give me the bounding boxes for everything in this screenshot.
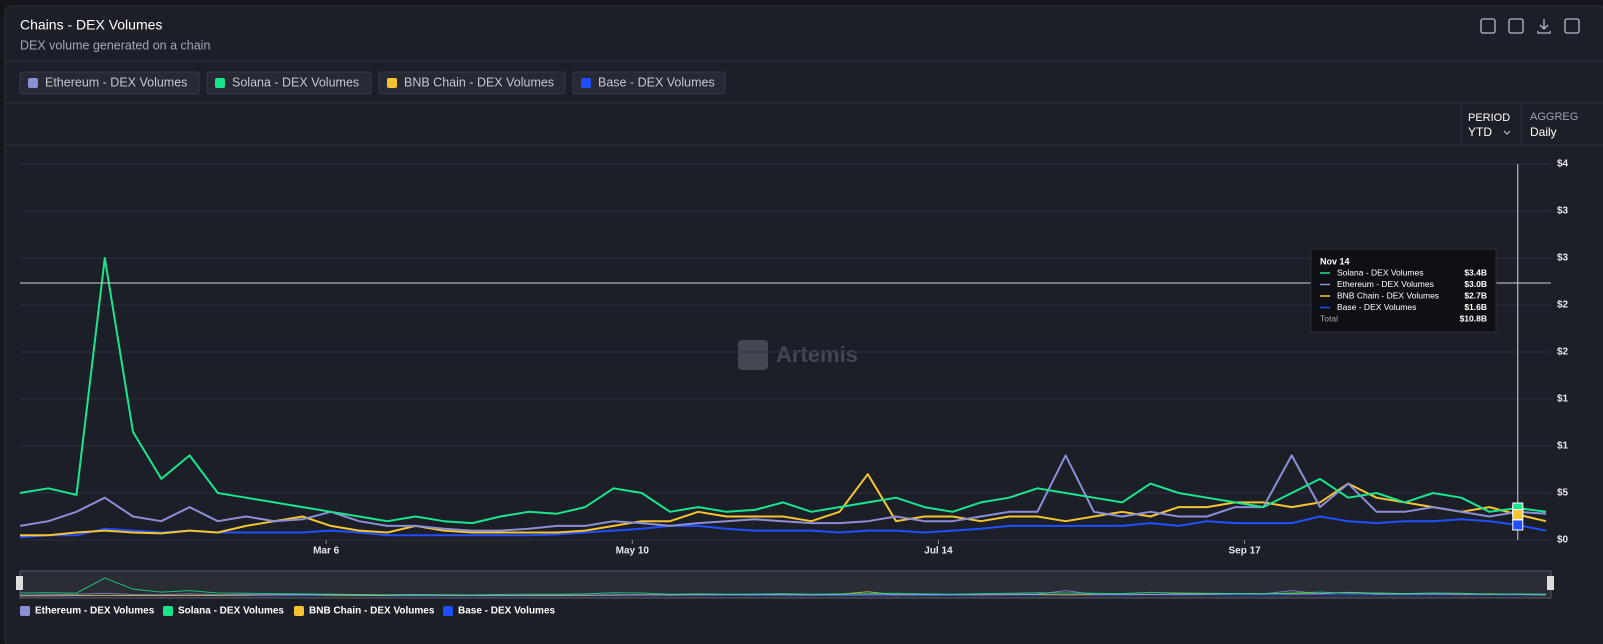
hover-marker: [1512, 519, 1524, 531]
watermark: Artemis: [738, 340, 858, 370]
aggregation-value[interactable]: Daily: [1530, 125, 1557, 139]
navigator-handle[interactable]: [1547, 576, 1554, 590]
tooltip-name: BNB Chain - DEX Volumes: [1337, 290, 1439, 300]
navigator-line: [19, 577, 1547, 596]
legend-label: BNB Chain - DEX Volumes: [309, 606, 435, 617]
toolbar-icons[interactable]: [1480, 18, 1580, 34]
chip[interactable]: [19, 71, 200, 95]
y-tick-label: $2: [1557, 300, 1569, 311]
legend-label: BNB Chain - DEX Volumes: [404, 75, 554, 89]
series-line: [19, 257, 1547, 525]
x-tick-label: May 10: [616, 546, 650, 557]
tooltip-total-name: Total: [1320, 313, 1338, 323]
y-tick-label: $3: [1557, 253, 1569, 264]
tooltip-total: $10.8B: [1460, 313, 1487, 323]
hover-marker: [1512, 509, 1524, 521]
chip[interactable]: [572, 71, 726, 95]
chip[interactable]: [378, 71, 566, 95]
series-line: [19, 515, 1547, 539]
chart-subtitle: DEX volume generated on a chain: [20, 38, 210, 52]
y-tick-label: $3: [1557, 206, 1569, 217]
legend-swatch: [28, 78, 38, 88]
x-tick-label: Jul 14: [924, 546, 953, 557]
legend-swatch: [294, 606, 304, 616]
legend-swatch: [20, 606, 30, 616]
tooltip-value: $3.4B: [1464, 267, 1487, 277]
tooltip-box: [1310, 248, 1497, 333]
tooltip-name: Ethereum - DEX Volumes: [1337, 279, 1434, 289]
tooltip-name: Base - DEX Volumes: [1337, 302, 1416, 312]
tooltip-name: Solana - DEX Volumes: [1337, 267, 1423, 277]
legend-label: Solana - DEX Volumes: [178, 606, 284, 617]
y-tick-label: $1: [1557, 394, 1569, 405]
tooltip-value: $2.7B: [1464, 290, 1487, 300]
legend-label: Base - DEX Volumes: [598, 75, 715, 89]
legend-swatch: [215, 78, 225, 88]
y-tick-label: $1: [1557, 441, 1569, 452]
series-line: [19, 454, 1547, 532]
legend-swatch: [163, 606, 173, 616]
tooltip-value: $1.6B: [1464, 302, 1487, 312]
tooltip-title: Nov 14: [1320, 256, 1350, 266]
chevron[interactable]: [1503, 130, 1511, 135]
legend-label: Base - DEX Volumes: [458, 606, 556, 617]
legend-label: Ethereum - DEX Volumes: [45, 75, 187, 89]
navigator-line: [19, 590, 1547, 596]
period-value[interactable]: YTD: [1468, 125, 1492, 139]
legend-chips: [19, 71, 726, 95]
panel: [4, 5, 1603, 644]
chart-title: Chains - DEX Volumes: [20, 17, 162, 33]
legend-swatch: [387, 78, 397, 88]
y-tick-label: $5: [1557, 488, 1569, 499]
tooltip-value: $3.0B: [1464, 279, 1487, 289]
aggregation-label: AGGREG: [1530, 111, 1578, 123]
legend-swatch: [581, 78, 591, 88]
period-label: PERIOD: [1468, 112, 1510, 124]
x-tick-label: Mar 6: [313, 546, 340, 557]
y-tick-label: $4: [1557, 159, 1569, 170]
legend-label: Solana - DEX Volumes: [232, 75, 359, 89]
legend-swatch: [443, 606, 453, 616]
y-tick-label: $0: [1557, 535, 1569, 546]
x-tick-label: Sep 17: [1228, 546, 1261, 557]
legend-label: Ethereum - DEX Volumes: [35, 606, 155, 617]
navigator-line: [19, 593, 1547, 597]
navigator-handle[interactable]: [16, 576, 23, 590]
y-tick-label: $2: [1557, 347, 1569, 358]
watermark-text: Artemis: [776, 342, 858, 367]
chip[interactable]: [206, 71, 372, 95]
